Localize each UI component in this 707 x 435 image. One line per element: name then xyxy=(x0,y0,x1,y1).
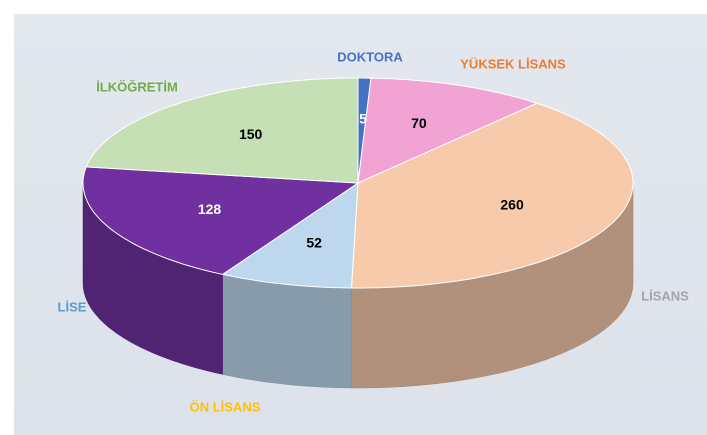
pie-slice xyxy=(82,166,360,275)
category-label: LİSANS xyxy=(641,288,689,303)
data-label: 52 xyxy=(306,234,322,250)
category-label: İLKÖĞRETİM xyxy=(96,79,178,94)
pie-tops xyxy=(82,77,634,289)
data-label: 150 xyxy=(239,126,263,142)
labels: 5 DOKTORA 70 YÜKSEK LİSANS 260 LİSANS 52 ÖN LİS… xyxy=(58,49,690,414)
category-label: DOKTORA xyxy=(337,49,403,64)
pie-sides xyxy=(82,182,634,389)
pie-side xyxy=(222,274,352,389)
data-label: 260 xyxy=(500,196,524,212)
pie-slice xyxy=(221,182,359,289)
data-label: 128 xyxy=(198,201,222,217)
category-label: YÜKSEK LİSANS xyxy=(460,56,566,71)
pie-slice xyxy=(350,102,634,289)
data-label: 5 xyxy=(359,111,367,127)
category-label: ÖN LİSANS xyxy=(190,399,261,414)
category-label: LİSE xyxy=(58,299,87,314)
pie-slice xyxy=(357,77,539,184)
data-label: 70 xyxy=(411,115,427,131)
pie-slice xyxy=(85,77,359,184)
